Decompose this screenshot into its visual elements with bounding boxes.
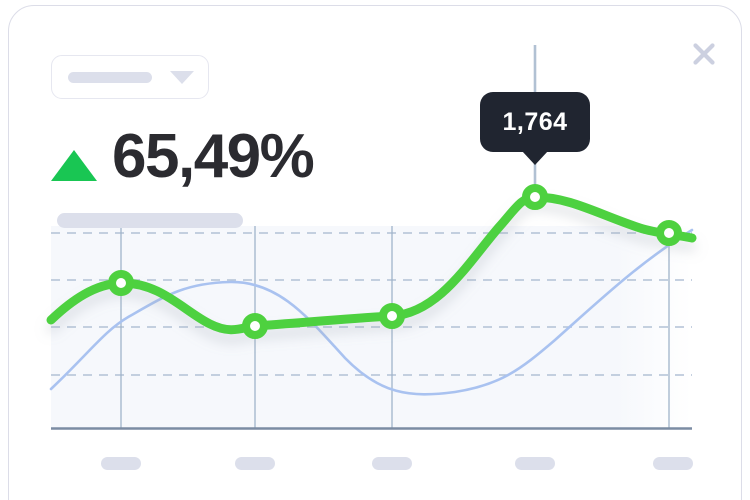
filter-dropdown[interactable] <box>51 55 209 99</box>
x-axis-label-skeleton <box>101 457 141 470</box>
kpi-value: 65,49% <box>112 122 315 191</box>
close-button[interactable] <box>684 34 724 74</box>
x-axis-label-skeleton <box>653 457 693 470</box>
chevron-down-icon <box>170 70 194 84</box>
x-axis-label-skeleton <box>515 457 555 470</box>
x-axis-label-skeleton <box>372 457 412 470</box>
tooltip-arrow <box>522 151 548 165</box>
dropdown-label-skeleton <box>68 71 152 83</box>
close-icon <box>693 43 715 65</box>
x-axis-label-skeleton <box>235 457 275 470</box>
kpi-subtitle-skeleton <box>57 213 243 228</box>
tooltip-value: 1,764 <box>502 107 568 136</box>
chart-tooltip: 1,764 <box>480 92 590 165</box>
triangle-up-icon <box>51 149 97 181</box>
kpi-block: 65,49% <box>51 122 315 191</box>
